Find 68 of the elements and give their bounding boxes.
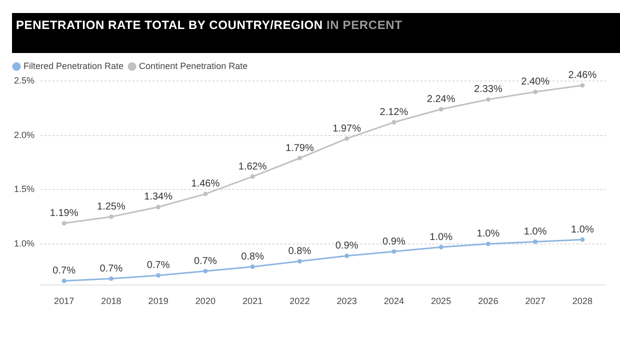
data-label: 1.79% (286, 142, 314, 154)
data-label: 0.7% (146, 260, 170, 272)
point (580, 237, 585, 242)
x-tick-label: 2023 (336, 296, 357, 306)
point (203, 268, 208, 274)
x-tick-label: 2021 (242, 296, 263, 306)
point (297, 156, 302, 160)
point (108, 276, 114, 281)
data-label: 1.62% (238, 161, 267, 172)
point (533, 240, 538, 244)
point (392, 120, 396, 125)
data-label: 1.0% (430, 232, 453, 243)
data-label: 2.40% (521, 76, 550, 88)
data-label: 1.97% (332, 123, 362, 134)
data-label: 0.8% (241, 251, 264, 262)
data-label: 0.7% (194, 256, 217, 267)
x-tick-label: 2027 (525, 296, 546, 306)
point (533, 90, 538, 94)
point (438, 106, 444, 112)
legend-label: Filtered Penetration Rate (24, 60, 124, 71)
x-tick-label: 2017 (54, 296, 74, 306)
x-tick-label: 2020 (195, 296, 216, 306)
x-tick-label: 2028 (572, 296, 592, 306)
point (203, 192, 208, 196)
point (108, 214, 114, 220)
chart-title: PENETRATION RATE TOTAL BY COUNTRY/REGION (16, 18, 323, 32)
point (486, 242, 490, 246)
x-tick-label: 2024 (384, 296, 404, 306)
data-label: 0.8% (288, 246, 312, 258)
data-label: 1.0% (476, 228, 500, 240)
x-tick-label: 2019 (148, 296, 168, 306)
y-tick-label: 2.5% (14, 75, 35, 86)
point (344, 136, 350, 141)
data-label: 0.7% (100, 263, 123, 274)
y-tick-label: 1.5% (14, 184, 35, 194)
chart-subtitle: IN PERCENT (326, 18, 402, 32)
data-label: 2.24% (426, 94, 456, 105)
x-tick-label: 2022 (290, 296, 310, 306)
point (438, 244, 444, 250)
point (344, 254, 350, 258)
data-label: 1.25% (97, 202, 126, 213)
point (250, 174, 255, 179)
x-tick-label: 2026 (478, 296, 498, 306)
data-label: 2.33% (474, 84, 502, 96)
point (62, 221, 66, 226)
x-tick-label: 2018 (101, 296, 122, 306)
data-label: 1.19% (50, 208, 78, 220)
data-label: 2.12% (380, 107, 408, 118)
legend-label: Continent Penetration Rate (139, 60, 248, 71)
point (580, 83, 585, 88)
y-tick-label: 2.0% (14, 130, 35, 140)
data-label: 0.7% (52, 266, 76, 277)
point (156, 273, 161, 278)
data-label: 1.34% (144, 192, 173, 203)
x-tick-label: 2025 (431, 296, 452, 306)
point (486, 97, 490, 102)
data-label: 1.0% (524, 226, 547, 238)
point (250, 264, 255, 269)
data-label: 1.46% (191, 178, 220, 190)
y-tick-label: 1.0% (14, 238, 35, 248)
data-label: 0.9% (382, 236, 406, 248)
data-label: 1.0% (571, 224, 594, 236)
point (62, 278, 66, 284)
point (392, 249, 396, 254)
data-label: 2.46% (568, 70, 597, 82)
point (297, 259, 302, 264)
point (156, 204, 161, 210)
data-label: 0.9% (335, 240, 358, 252)
